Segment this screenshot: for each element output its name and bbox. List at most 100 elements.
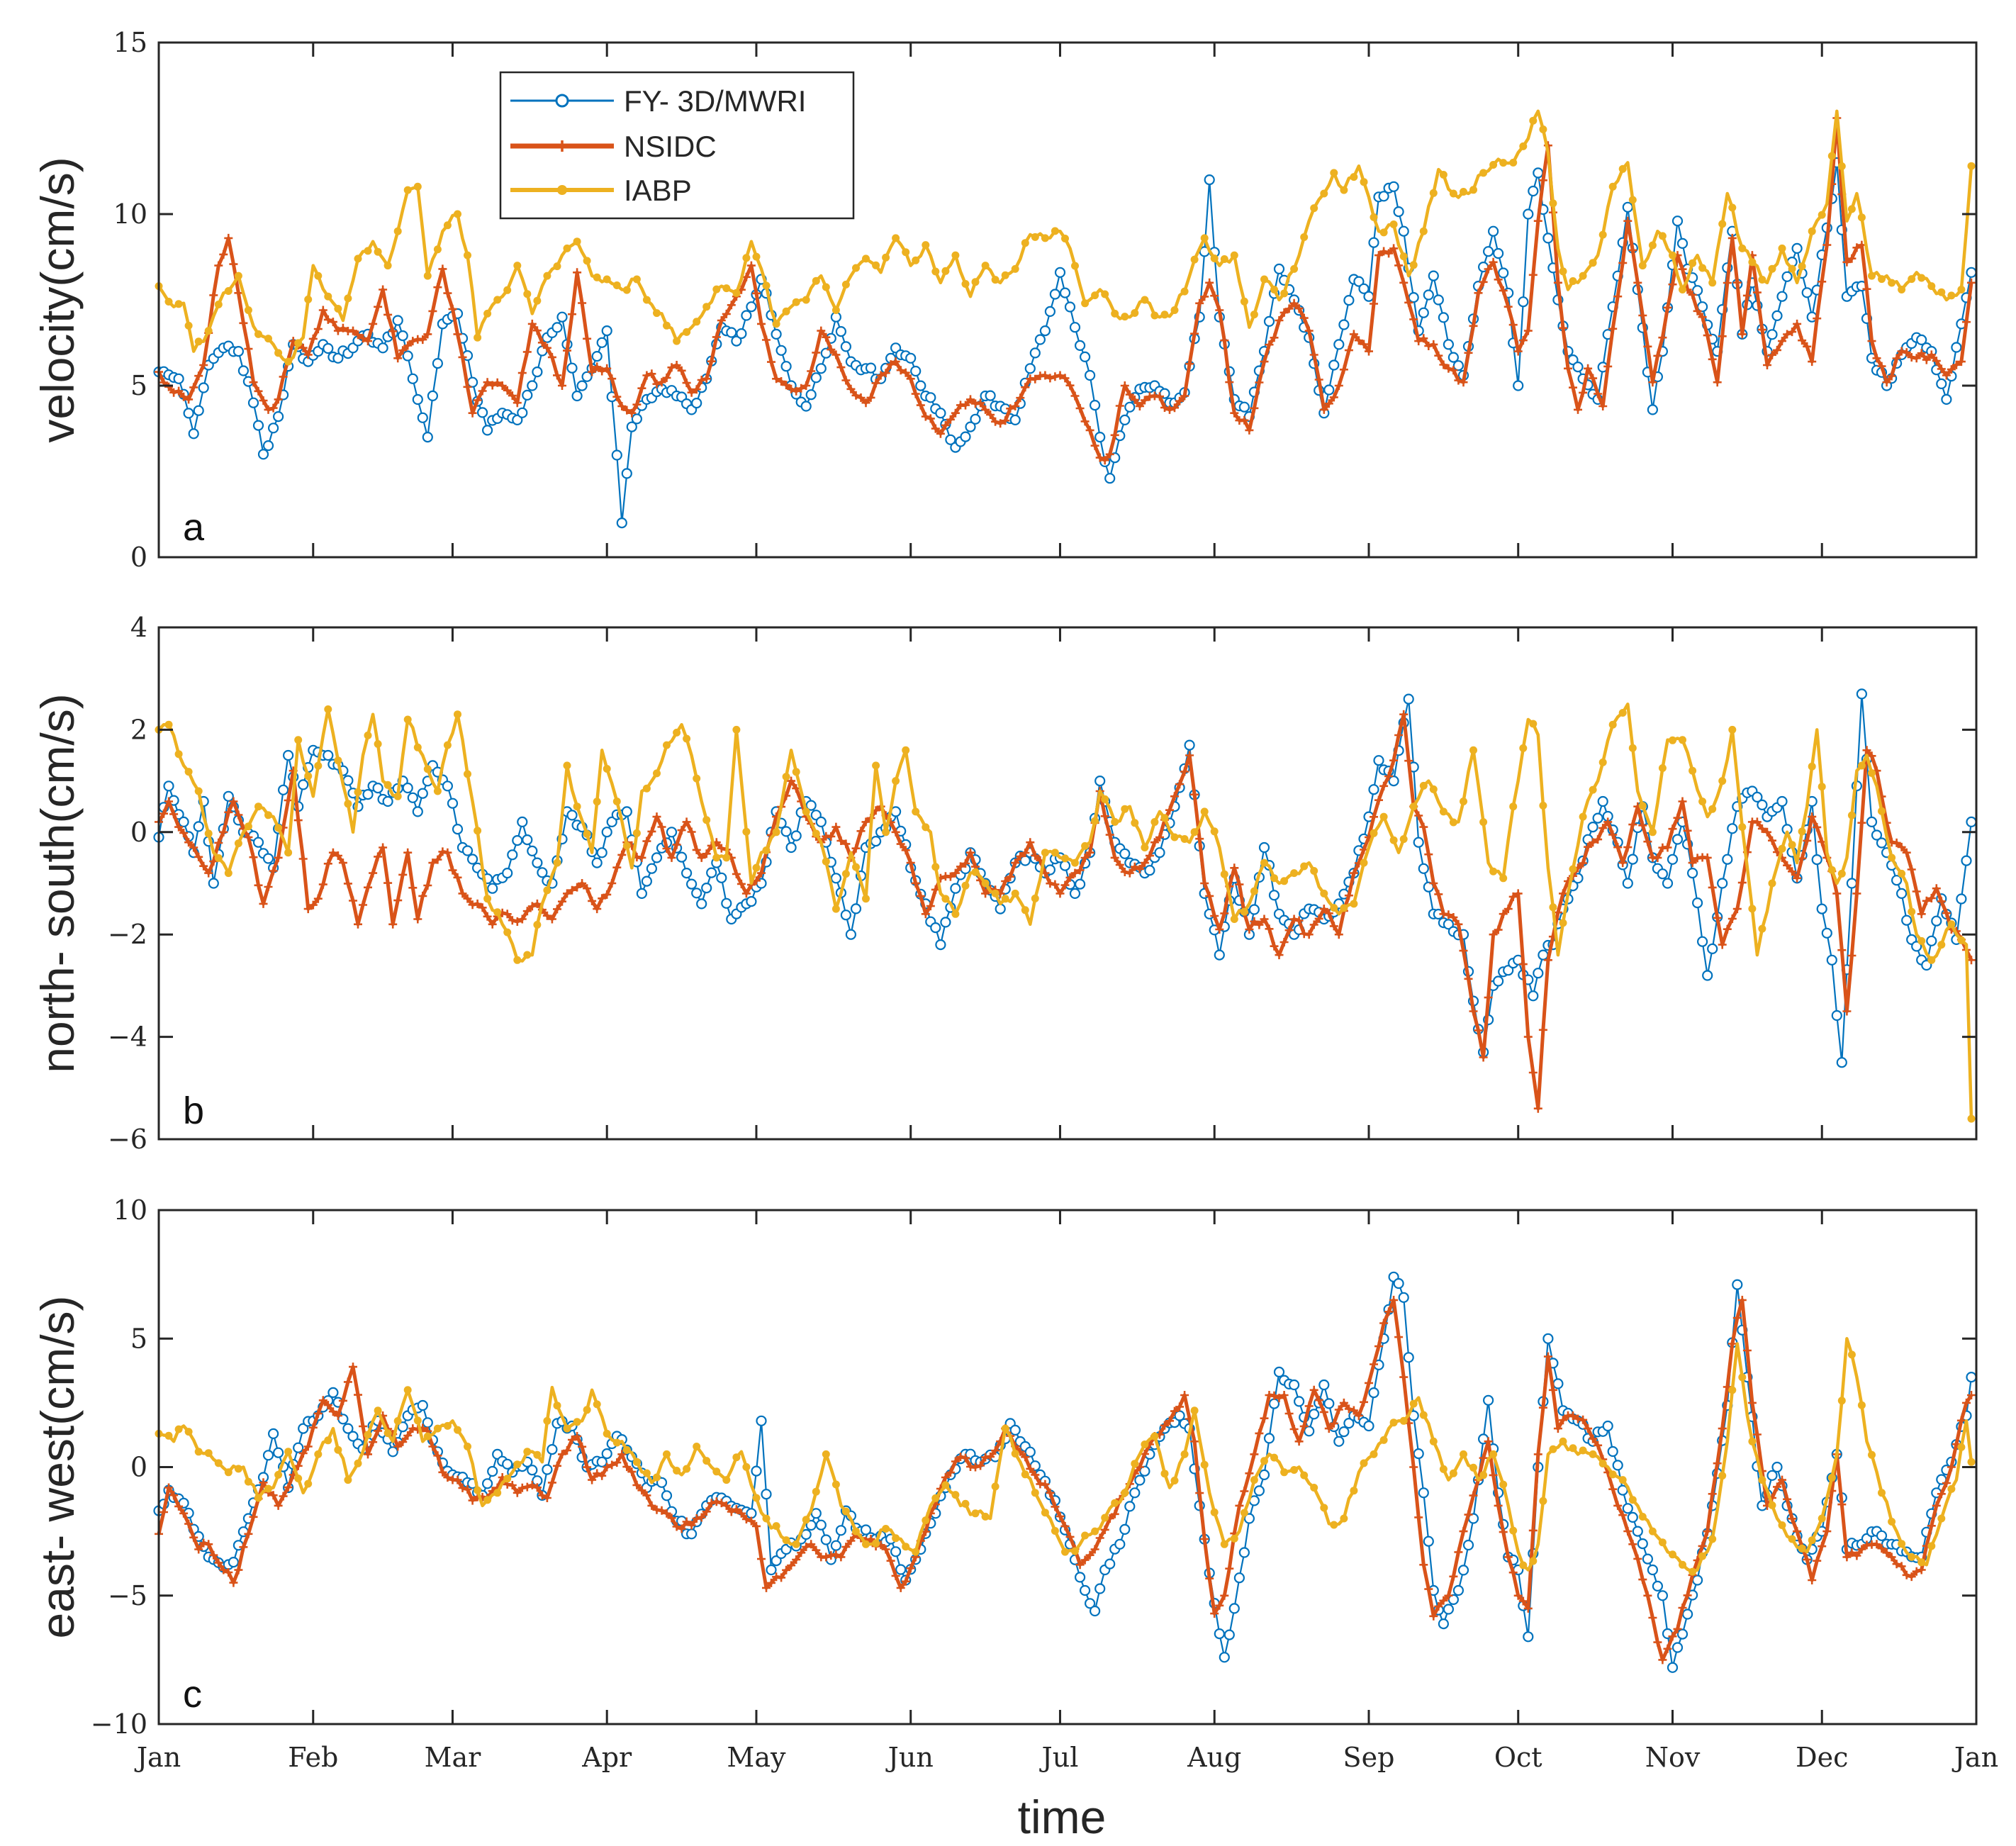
point-east-west-fy3d [1457,1565,1469,1576]
point-east-west-iabp [1499,1480,1508,1489]
point-velocity-nsidc [318,306,327,315]
point-north-south-nsidc [1115,860,1124,869]
point-velocity-nsidc [831,350,841,359]
point-east-west-fy3d [228,1557,239,1568]
point-east-west-iabp [663,1450,671,1458]
point-north-south-nsidc [1324,909,1333,918]
point-velocity-fy3d [476,407,488,418]
point-velocity-nsidc [891,357,900,367]
point-east-west-iabp [612,1438,621,1447]
point-east-west-nsidc [1897,1562,1906,1571]
series-north-south-fy3d [153,688,1977,1068]
legend-marker-nsidc [556,140,568,152]
point-east-west-fy3d [268,1428,279,1440]
point-east-west-iabp [1320,1504,1328,1512]
point-velocity-iabp [443,221,452,230]
point-velocity-fy3d [581,371,593,382]
point-east-west-nsidc [767,1578,775,1587]
point-velocity-nsidc [1384,249,1394,258]
point-velocity-nsidc [1095,453,1104,462]
point-east-west-nsidc [1075,1560,1085,1570]
point-north-south-iabp [1559,919,1567,927]
point-east-west-iabp [1857,1401,1866,1409]
point-velocity-iabp [1419,227,1428,235]
point-north-south-nsidc [1399,710,1409,719]
point-north-south-iabp [831,905,840,913]
point-north-south-nsidc [1304,930,1314,939]
point-north-south-fy3d [1811,854,1822,866]
point-north-south-nsidc [1454,919,1463,929]
point-velocity-iabp [553,262,561,271]
point-velocity-nsidc [946,415,955,424]
point-velocity-iabp [1679,286,1686,293]
point-velocity-fy3d [1343,295,1355,306]
point-velocity-iabp [1489,161,1498,169]
point-north-south-iabp [393,792,402,800]
point-north-south-nsidc [1279,938,1289,946]
point-east-west-iabp [1967,1458,1976,1466]
point-velocity-nsidc [1523,326,1533,335]
point-velocity-iabp [981,262,990,270]
point-east-west-nsidc [1633,1554,1642,1563]
point-velocity-nsidc [941,420,950,430]
point-east-west-fy3d [273,1447,284,1458]
point-north-south-nsidc [672,840,681,849]
point-velocity-iabp [1429,189,1438,197]
point-north-south-iabp [792,768,800,776]
point-velocity-fy3d [1771,310,1783,321]
point-east-west-fy3d [1253,1485,1265,1497]
point-east-west-nsidc [1523,1604,1533,1613]
point-east-west-nsidc [946,1468,955,1477]
point-velocity-iabp [403,186,412,194]
point-east-west-iabp [1061,1548,1069,1556]
point-velocity-iabp [702,303,711,311]
point-velocity-nsidc [1190,329,1199,338]
point-east-west-iabp [1121,1489,1129,1497]
point-velocity-nsidc [1314,375,1323,384]
point-east-west-iabp [543,1416,551,1425]
point-north-south-nsidc [169,810,179,819]
point-north-south-nsidc [313,894,323,903]
point-east-west-nsidc [1334,1405,1343,1414]
point-north-south-nsidc [578,879,587,888]
point-north-south-fy3d [407,792,418,803]
point-east-west-iabp [553,1402,561,1410]
point-north-south-iabp [1698,798,1707,806]
point-north-south-fy3d [1403,693,1414,705]
point-velocity-fy3d [402,350,413,362]
point-east-west-nsidc [1370,1360,1378,1369]
point-north-south-fy3d [1214,949,1225,961]
point-north-south-nsidc [532,899,542,908]
point-north-south-fy3d [780,826,792,837]
ytick-label-north-south: −2 [108,919,147,950]
point-north-south-iabp [294,736,303,744]
point-velocity-nsidc [244,345,253,354]
point-north-south-iabp [1738,823,1747,832]
point-velocity-nsidc [418,335,427,345]
point-east-west-nsidc [598,1471,607,1480]
point-east-west-nsidc [1822,1527,1832,1536]
point-north-south-nsidc [293,816,303,825]
point-velocity-iabp [1111,309,1119,318]
point-north-south-fy3d [1533,968,1544,979]
point-velocity-iabp [1011,264,1019,273]
point-east-west-nsidc [1110,1509,1119,1518]
point-velocity-iabp [1569,277,1577,285]
point-north-south-iabp [752,863,761,872]
point-velocity-nsidc [1494,275,1503,284]
point-north-south-iabp [1449,818,1457,827]
point-north-south-nsidc [1469,1007,1478,1016]
point-east-west-nsidc [1065,1532,1075,1541]
point-east-west-nsidc [428,1442,437,1451]
point-velocity-iabp [1768,264,1776,273]
point-velocity-nsidc [1917,349,1926,358]
point-velocity-nsidc [573,268,582,277]
point-velocity-iabp [1927,282,1936,291]
point-velocity-nsidc [1757,325,1766,335]
point-velocity-nsidc [836,363,846,372]
point-north-south-nsidc [423,881,432,890]
point-east-west-iabp [782,1536,790,1545]
point-north-south-iabp [1460,798,1467,805]
point-velocity-nsidc [473,396,482,405]
